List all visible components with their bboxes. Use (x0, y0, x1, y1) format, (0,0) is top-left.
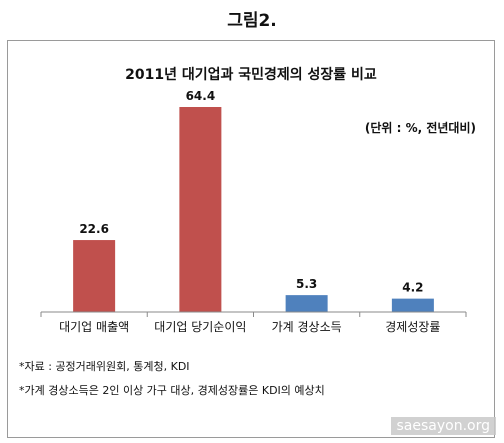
watermark: saesayon.org (390, 417, 496, 435)
unit-note: (단위 : %, 전년대비) (364, 121, 476, 135)
bar-plot: 22.6 대기업 매출액 64.4 대기업 당기순이익 5.3 가계 경상소득 4.2 경제성… (40, 89, 467, 334)
x-tick-label-1: 대기업 매출액 (59, 320, 129, 334)
x-tick-label-3: 가계 경상소득 (272, 320, 342, 334)
data-label-3: 5.3 (296, 277, 317, 291)
footnote: *가계 경상소득은 2인 이상 가구 대상, 경제성장률은 KDI의 예상치 (19, 384, 325, 397)
data-label-1: 22.6 (79, 222, 109, 236)
chart-frame: 2011년 대기업과 국민경제의 성장률 비교 (단위 : %, 전년대비) 2… (7, 40, 495, 438)
bar-3 (285, 295, 328, 312)
figure-label: 그림2. (227, 11, 277, 31)
data-label-2: 64.4 (186, 89, 216, 103)
source-note: *자료 : 공정거래위원회, 통계청, KDI (19, 360, 190, 373)
data-label-4: 4.2 (402, 281, 423, 295)
chart-title: 2011년 대기업과 국민경제의 성장률 비교 (125, 67, 377, 83)
x-tick-label-2: 대기업 당기순이익 (154, 320, 246, 334)
bar-4 (391, 298, 434, 312)
bar-1 (73, 240, 116, 312)
bar-2 (179, 107, 222, 312)
x-tick-label-4: 경제성장률 (385, 320, 440, 334)
